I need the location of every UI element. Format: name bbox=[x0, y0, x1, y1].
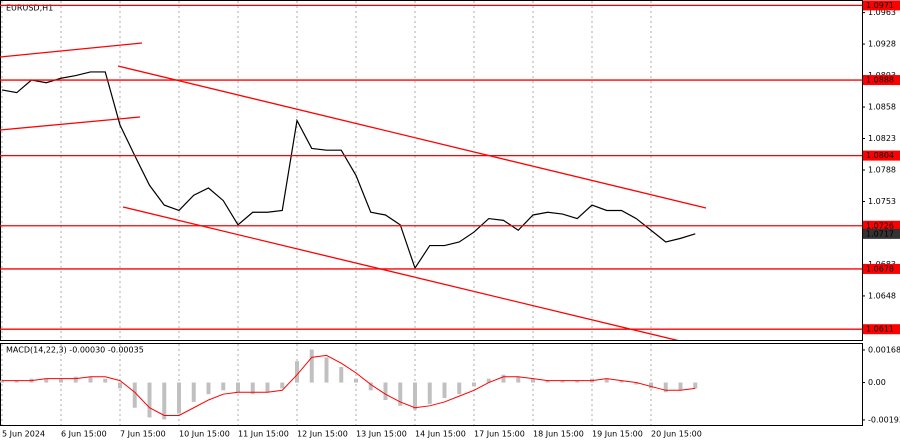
histogram-bar bbox=[693, 382, 698, 389]
y-tick-label: 1.0928 bbox=[868, 40, 896, 49]
trend-lines bbox=[0, 42, 707, 340]
histogram-bar bbox=[531, 378, 535, 383]
price-label: 1.0717 bbox=[866, 229, 894, 238]
level-label: 1.0804 bbox=[866, 151, 894, 160]
histogram-bar bbox=[663, 382, 668, 393]
x-tick-label: 5 Jun 2024 bbox=[2, 430, 45, 439]
level-box bbox=[863, 324, 900, 335]
price-box bbox=[863, 228, 900, 239]
level-box bbox=[863, 75, 900, 86]
histogram-bar bbox=[88, 376, 93, 383]
histogram-bar bbox=[368, 382, 373, 391]
histogram-bar bbox=[354, 378, 358, 383]
y-tick-label: 1.0648 bbox=[868, 291, 896, 300]
x-tick-label: 20 Jun 15:00 bbox=[651, 430, 702, 439]
histogram-bar bbox=[44, 378, 49, 383]
x-tick-label: 13 Jun 15:00 bbox=[356, 430, 407, 439]
histogram-bar bbox=[177, 382, 181, 414]
histogram-bar bbox=[132, 382, 137, 408]
histogram-bar bbox=[339, 367, 344, 383]
y-tick-label: 1.0963 bbox=[868, 8, 896, 17]
macd-frame bbox=[0, 343, 863, 426]
histogram-bar bbox=[516, 376, 521, 383]
x-tick-label: 11 Jun 15:00 bbox=[238, 430, 289, 439]
level-box bbox=[863, 220, 900, 231]
histogram-bar bbox=[103, 378, 108, 383]
price-line bbox=[1, 71, 696, 270]
trend-line bbox=[0, 116, 141, 131]
level-label: 1.0726 bbox=[866, 221, 894, 230]
histogram-bar bbox=[560, 380, 565, 383]
y-tick-label: -0.00193 bbox=[868, 415, 900, 424]
y-tick-label: 0.00 bbox=[868, 378, 886, 387]
macd-title: MACD(14,22,3) -0.00030 -0.00035 bbox=[6, 346, 144, 355]
x-tick-label: 10 Jun 15:00 bbox=[179, 430, 230, 439]
histogram-bar bbox=[501, 374, 506, 383]
chart-title: EURUSD,H1 bbox=[6, 4, 53, 13]
histogram-bar bbox=[486, 378, 491, 383]
x-tick-label: 19 Jun 15:00 bbox=[592, 430, 643, 439]
histogram-bar bbox=[619, 380, 624, 383]
level-box bbox=[863, 263, 900, 274]
x-tick-label: 18 Jun 15:00 bbox=[533, 430, 584, 439]
histogram-bar bbox=[162, 382, 167, 420]
main-frame bbox=[0, 0, 863, 341]
histogram-bar bbox=[309, 349, 314, 383]
y-tick-label: 1.0858 bbox=[868, 103, 896, 112]
histogram-bar bbox=[398, 382, 403, 406]
histogram-bar bbox=[0, 380, 4, 383]
trend-line bbox=[122, 206, 679, 340]
level-box bbox=[863, 0, 900, 11]
x-tick-label: 6 Jun 15:00 bbox=[61, 430, 107, 439]
histogram-bar bbox=[634, 382, 639, 385]
histogram-bar bbox=[73, 376, 78, 383]
histogram-bar bbox=[604, 378, 609, 383]
histogram-bar bbox=[472, 382, 476, 387]
histogram-bar bbox=[678, 382, 683, 391]
histogram-bar bbox=[413, 382, 417, 410]
histogram-bar bbox=[265, 382, 270, 393]
y-tick-label: 0.00168 bbox=[868, 345, 900, 354]
histogram-bar bbox=[383, 382, 388, 400]
level-label: 1.0611 bbox=[866, 325, 894, 334]
level-label: 1.0678 bbox=[866, 264, 894, 273]
histogram-bar bbox=[236, 382, 240, 393]
histogram-bar bbox=[221, 382, 226, 391]
histogram-bar bbox=[575, 380, 580, 383]
y-tick-label: 1.0753 bbox=[868, 197, 896, 206]
x-tick-label: 17 Jun 15:00 bbox=[474, 430, 525, 439]
histogram-bar bbox=[191, 382, 196, 402]
histogram-bar bbox=[206, 382, 211, 395]
y-tick-label: 1.0788 bbox=[868, 166, 896, 175]
histogram-bar bbox=[649, 382, 653, 389]
signal-line bbox=[2, 354, 696, 417]
level-label: 1.0971 bbox=[866, 1, 894, 10]
histogram-bar bbox=[14, 380, 19, 383]
histogram-bar bbox=[147, 382, 152, 418]
level-label: 1.0888 bbox=[866, 76, 894, 85]
histogram-bar bbox=[324, 357, 329, 383]
histogram-bar bbox=[545, 380, 550, 383]
histogram-bar bbox=[442, 382, 447, 399]
trend-line bbox=[0, 42, 143, 58]
histogram-bar bbox=[427, 382, 432, 404]
y-tick-label: 1.0823 bbox=[868, 134, 896, 143]
histogram-bar bbox=[118, 382, 122, 389]
x-tick-label: 14 Jun 15:00 bbox=[415, 430, 466, 439]
level-box bbox=[863, 150, 900, 161]
x-tick-label: 12 Jun 15:00 bbox=[297, 430, 348, 439]
histogram-bar bbox=[295, 361, 299, 383]
x-tick-label: 7 Jun 15:00 bbox=[120, 430, 166, 439]
histogram-bar bbox=[457, 382, 462, 395]
histogram-bar bbox=[280, 382, 285, 389]
histogram-bar bbox=[250, 382, 255, 395]
trend-line bbox=[117, 65, 707, 209]
histogram-bar bbox=[59, 378, 63, 383]
